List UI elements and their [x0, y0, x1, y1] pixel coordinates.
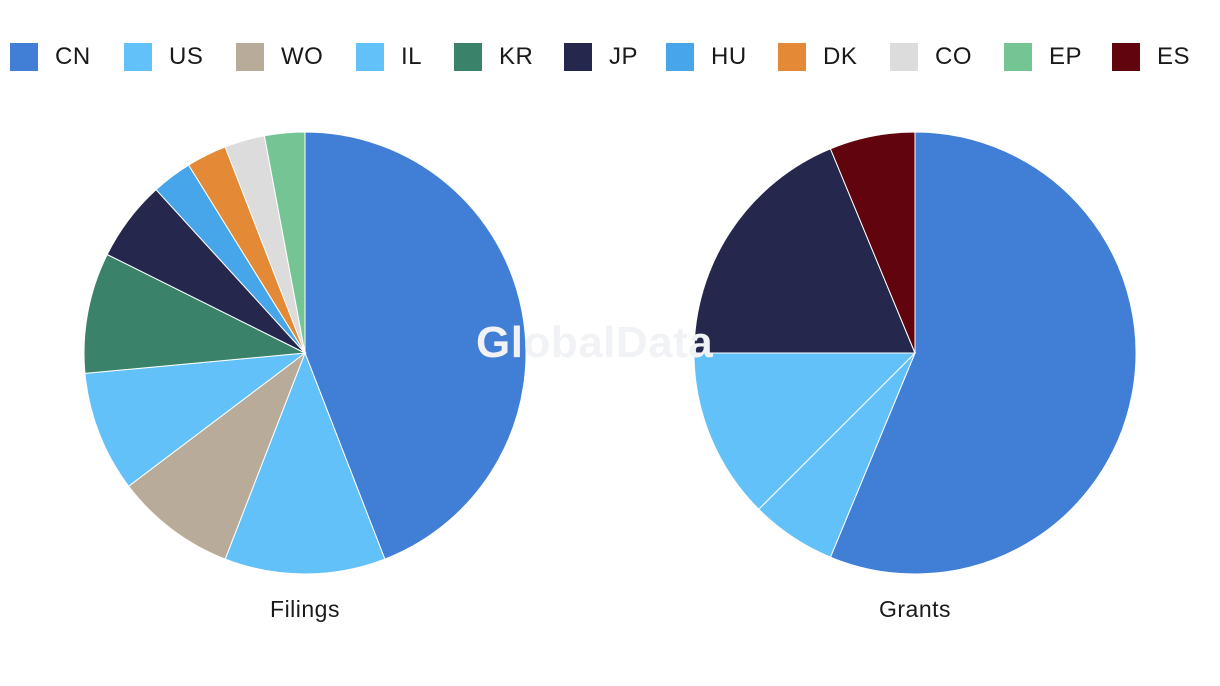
filings-slice-kr[interactable]: [83, 253, 307, 374]
legend-label-cn: CN: [55, 43, 91, 70]
legend-label-ep: EP: [1049, 43, 1083, 70]
legend-swatch-es: [1112, 43, 1140, 71]
legend-label-jp: JP: [609, 43, 639, 70]
filings-pie-title: Filings: [270, 596, 340, 622]
legend-label-co: CO: [935, 43, 972, 70]
legend-label-dk: DK: [823, 43, 858, 70]
watermark-text: GlobalData: [476, 318, 714, 367]
legend-swatch-ep: [1004, 43, 1032, 71]
legend-swatch-kr: [454, 43, 482, 71]
legend-label-hu: HU: [711, 43, 747, 70]
legend-label-es: ES: [1157, 43, 1191, 70]
legend-label-kr: KR: [499, 43, 534, 70]
legend-label-wo: WO: [281, 43, 324, 70]
grants-slice-cn[interactable]: [829, 131, 1137, 575]
filings-slice-ep[interactable]: [263, 131, 306, 354]
filings-slice-cn[interactable]: [304, 131, 527, 560]
grants-pie-title: Grants: [878, 596, 952, 622]
filings-slice-us[interactable]: [224, 351, 386, 575]
grants-slice-il[interactable]: [693, 352, 917, 510]
legend-swatch-wo: [236, 43, 264, 71]
legend-swatch-co: [890, 43, 918, 71]
filings-slice-il[interactable]: [84, 352, 307, 487]
legend-swatch-il: [356, 43, 384, 71]
grants-slice-es[interactable]: [829, 131, 916, 354]
filings-pie: [83, 131, 527, 575]
legend-swatch-hu: [666, 43, 694, 71]
legend-swatch-dk: [778, 43, 806, 71]
legend-label-il: IL: [401, 43, 423, 70]
legend-swatch-cn: [10, 43, 38, 71]
chart-legend: CN US WO IL KR JP HU DK CO EP ES: [0, 38, 1220, 78]
grants-slice-jp[interactable]: [693, 148, 916, 354]
legend-swatch-us: [124, 43, 152, 71]
grants-pie: [693, 131, 1137, 575]
legend-swatch-jp: [564, 43, 592, 71]
legend-label-us: US: [169, 43, 204, 70]
filings-slice-wo[interactable]: [127, 351, 307, 560]
